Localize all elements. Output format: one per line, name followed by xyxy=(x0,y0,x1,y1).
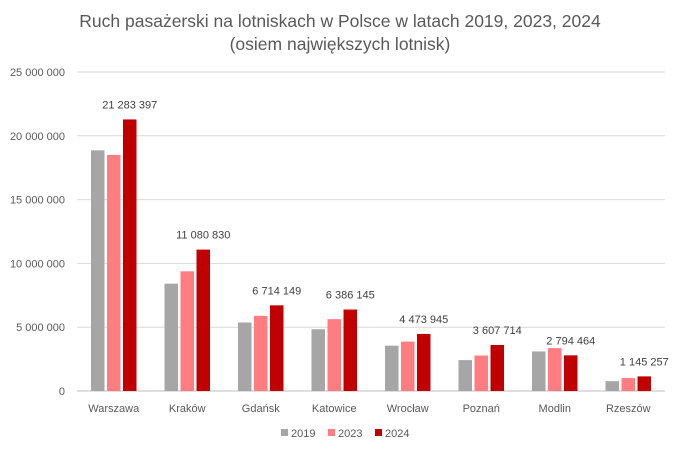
bar-2019-7 xyxy=(605,381,619,391)
data-label: 2 794 464 xyxy=(546,335,595,347)
x-tick-label: Rzeszów xyxy=(606,403,651,415)
x-tick-label: Modlin xyxy=(539,403,571,415)
legend: 2019 2023 2024 xyxy=(281,428,409,440)
bar-2024-7 xyxy=(637,376,651,391)
x-axis-tick-labels: Warszawa Kraków Gdańsk Katowice Wrocław Pozna… xyxy=(88,403,650,415)
legend-label: 2023 xyxy=(338,428,362,440)
data-labels: 21 283 397 11 080 830 6 714 149 6 386 145 4 … xyxy=(102,99,669,368)
data-label: 4 473 945 xyxy=(399,314,448,326)
data-label: 21 283 397 xyxy=(102,99,157,111)
data-label: 3 607 714 xyxy=(473,325,522,337)
bar-2023-2 xyxy=(254,315,268,391)
y-axis-tick-labels: 0 5 000 000 10 000 000 15 000 000 20 000 000… xyxy=(10,67,65,398)
x-tick-label: Kraków xyxy=(169,403,206,415)
legend-label: 2019 xyxy=(291,428,315,440)
data-label: 1 145 257 xyxy=(620,356,669,368)
bar-2024-0 xyxy=(123,119,137,391)
bar-2023-7 xyxy=(621,378,635,391)
bar-2023-4 xyxy=(401,341,415,391)
y-tick-label: 15 000 000 xyxy=(10,195,65,207)
y-tick-label: 0 xyxy=(59,386,65,398)
legend-label: 2024 xyxy=(385,428,409,440)
bar-2024-4 xyxy=(417,333,431,391)
bar-2019-2 xyxy=(238,322,252,391)
bar-2024-5 xyxy=(490,344,504,391)
bar-2023-6 xyxy=(548,348,562,391)
bar-2019-4 xyxy=(385,345,399,391)
y-tick-label: 5 000 000 xyxy=(16,322,65,334)
bar-2019-1 xyxy=(164,283,178,391)
legend-swatch xyxy=(375,429,382,436)
bar-2019-3 xyxy=(311,329,325,391)
x-tick-label: Poznań xyxy=(463,403,500,415)
chart-title-line-1: Ruch pasażerski na lotniskach w Polsce w… xyxy=(79,11,601,31)
bar-2024-6 xyxy=(564,355,578,391)
y-tick-label: 10 000 000 xyxy=(10,258,65,270)
bar-2023-5 xyxy=(474,355,488,391)
legend-swatch xyxy=(328,429,335,436)
bar-2024-2 xyxy=(270,305,284,391)
x-tick-label: Katowice xyxy=(312,403,357,415)
bar-2023-1 xyxy=(180,271,194,391)
bars xyxy=(91,119,651,391)
data-label: 6 714 149 xyxy=(252,285,301,297)
x-tick-label: Wrocław xyxy=(387,403,429,415)
data-label: 11 080 830 xyxy=(176,230,230,242)
bar-2019-6 xyxy=(532,351,546,391)
y-tick-label: 20 000 000 xyxy=(10,131,65,143)
bar-2019-5 xyxy=(458,360,472,391)
bar-2019-0 xyxy=(91,150,105,391)
bar-2024-3 xyxy=(343,309,357,391)
data-label: 6 386 145 xyxy=(326,290,375,302)
y-tick-label: 25 000 000 xyxy=(10,67,65,79)
legend-swatch xyxy=(281,429,288,436)
bar-2023-3 xyxy=(327,319,341,391)
chart-title-line-2: (osiem największych lotnisk) xyxy=(230,34,451,54)
x-tick-label: Warszawa xyxy=(88,403,140,415)
x-tick-label: Gdańsk xyxy=(242,403,280,415)
bar-2024-1 xyxy=(196,249,210,391)
bar-2023-0 xyxy=(107,154,121,391)
